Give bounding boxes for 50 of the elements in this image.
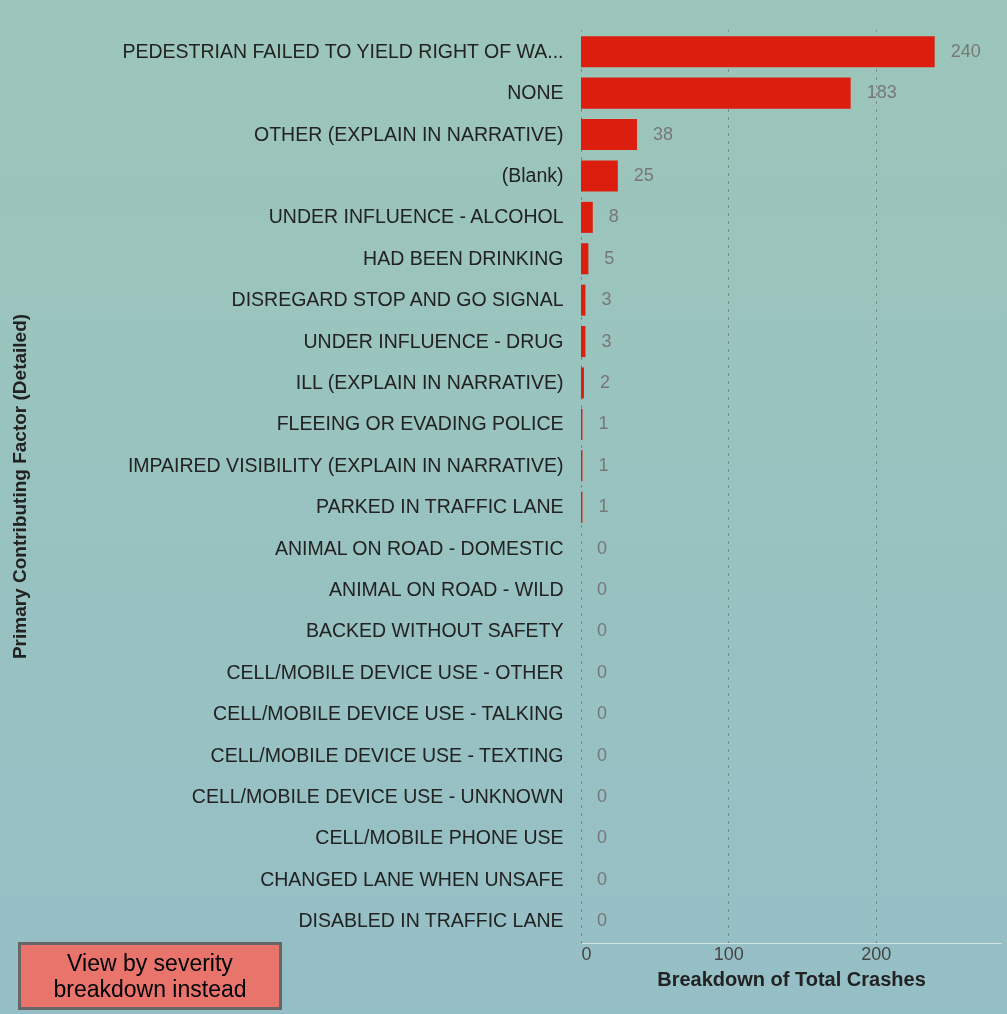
y-tick-label: PARKED IN TRAFFIC LANE (316, 495, 564, 518)
data-label: 1 (598, 496, 609, 517)
y-tick-label: FLEEING OR EVADING POLICE (276, 412, 564, 435)
data-label: 3 (601, 289, 612, 310)
y-tick-label: CELL/MOBILE DEVICE USE - OTHER (226, 660, 564, 683)
y-tick-label: PEDESTRIAN FAILED TO YIELD RIGHT OF WA... (122, 39, 564, 62)
data-label: 1 (598, 454, 609, 475)
data-label: 25 (633, 164, 654, 185)
x-tick-label: 200 (861, 943, 892, 964)
data-label: 0 (597, 868, 608, 889)
y-tick-label: ILL (EXPLAIN IN NARRATIVE) (295, 370, 564, 393)
y-axis-title: Primary Contributing Factor (Detailed) (8, 313, 30, 660)
y-tick-label: HAD BEEN DRINKING (363, 246, 564, 269)
data-label: 240 (950, 40, 981, 61)
y-tick-label: NONE (507, 81, 564, 104)
data-label: 0 (597, 661, 608, 682)
y-tick-label: CELL/MOBILE PHONE USE (315, 826, 564, 849)
y-tick-label: UNDER INFLUENCE - ALCOHOL (268, 205, 564, 228)
y-tick-label: CELL/MOBILE DEVICE USE - TEXTING (210, 743, 564, 766)
y-tick-label: ANIMAL ON ROAD - WILD (329, 578, 564, 601)
data-label: 0 (597, 827, 608, 848)
y-tick-label: DISREGARD STOP AND GO SIGNAL (231, 288, 564, 311)
data-label: 2 (599, 371, 610, 392)
data-label: 0 (597, 703, 608, 724)
y-tick-label: OTHER (EXPLAIN IN NARRATIVE) (253, 122, 564, 145)
y-tick-label: CELL/MOBILE DEVICE USE - UNKNOWN (191, 785, 564, 808)
y-tick-label: BACKED WITHOUT SAFETY (306, 619, 564, 642)
y-tick-label: IMPAIRED VISIBILITY (EXPLAIN IN NARRATIVE) (127, 453, 564, 476)
y-tick-label: DISABLED IN TRAFFIC LANE (298, 909, 564, 932)
data-label: 8 (608, 206, 619, 227)
data-label: 0 (597, 620, 608, 641)
data-label: 0 (597, 786, 608, 807)
y-tick-label: ANIMAL ON ROAD - DOMESTIC (274, 536, 564, 559)
y-tick-label: UNDER INFLUENCE - DRUG (303, 329, 564, 352)
data-label: 183 (866, 82, 897, 103)
x-tick-label: 100 (713, 943, 744, 964)
data-label: 3 (601, 330, 612, 351)
y-tick-label: CELL/MOBILE DEVICE USE - TALKING (213, 702, 564, 725)
data-label: 38 (653, 123, 674, 144)
y-tick-label: CHANGED LANE WHEN UNSAFE (260, 867, 564, 890)
data-label: 0 (597, 537, 608, 558)
data-label: 0 (597, 744, 608, 765)
x-tick-label: 0 (581, 943, 592, 964)
data-label: 5 (604, 247, 615, 268)
data-label: 1 (598, 413, 609, 434)
x-axis-title: Breakdown of Total Crashes (657, 967, 926, 990)
data-label: 0 (597, 579, 608, 600)
y-tick-label: (Blank) (501, 163, 564, 186)
data-label: 0 (597, 910, 608, 931)
toggle-button: View by severity breakdown instead (18, 942, 282, 1010)
